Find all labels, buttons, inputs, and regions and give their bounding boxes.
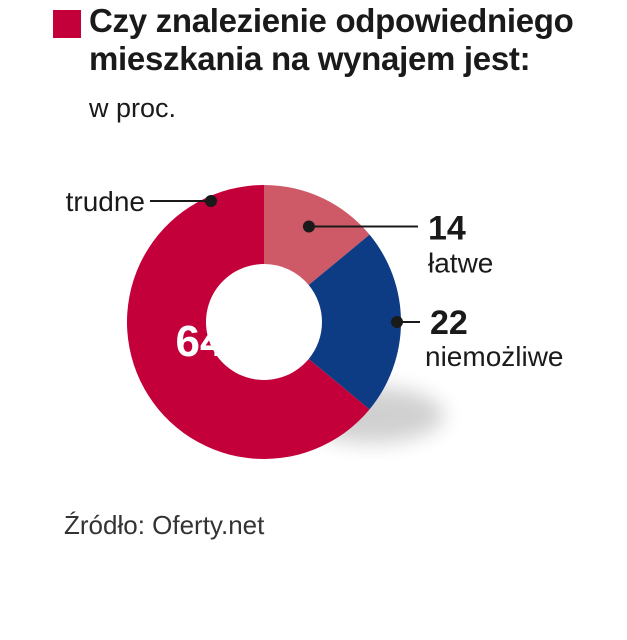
category-label-niemozliwe: niemożliwe [425, 341, 564, 372]
value-label-niemozliwe: 22 [430, 304, 468, 342]
value-label-trudne: 64 [176, 317, 225, 366]
category-label-latwe: łatwe [428, 248, 493, 279]
chart-subtitle: w proc. [89, 93, 177, 123]
title-marker-square [53, 10, 81, 38]
chart-title: Czy znalezienie odpowiedniego mieszkania… [89, 2, 574, 77]
slice-latwe [264, 185, 370, 286]
slice-niemozliwe [308, 234, 401, 410]
value-label-latwe: 14 [428, 210, 466, 248]
source-note: Źródło: Oferty.net [64, 510, 265, 540]
category-label-trudne: trudne [66, 186, 145, 217]
slice-trudne [126, 185, 370, 459]
